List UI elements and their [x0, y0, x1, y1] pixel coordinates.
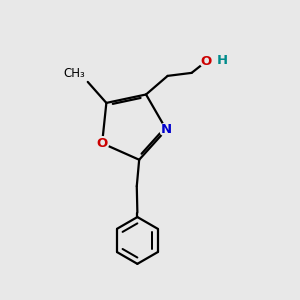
- Text: CH₃: CH₃: [64, 68, 86, 80]
- Circle shape: [95, 137, 109, 150]
- Text: O: O: [97, 137, 108, 150]
- Text: H: H: [217, 54, 228, 67]
- Text: N: N: [161, 123, 172, 136]
- Circle shape: [160, 123, 173, 136]
- Text: O: O: [200, 55, 212, 68]
- Circle shape: [200, 56, 212, 68]
